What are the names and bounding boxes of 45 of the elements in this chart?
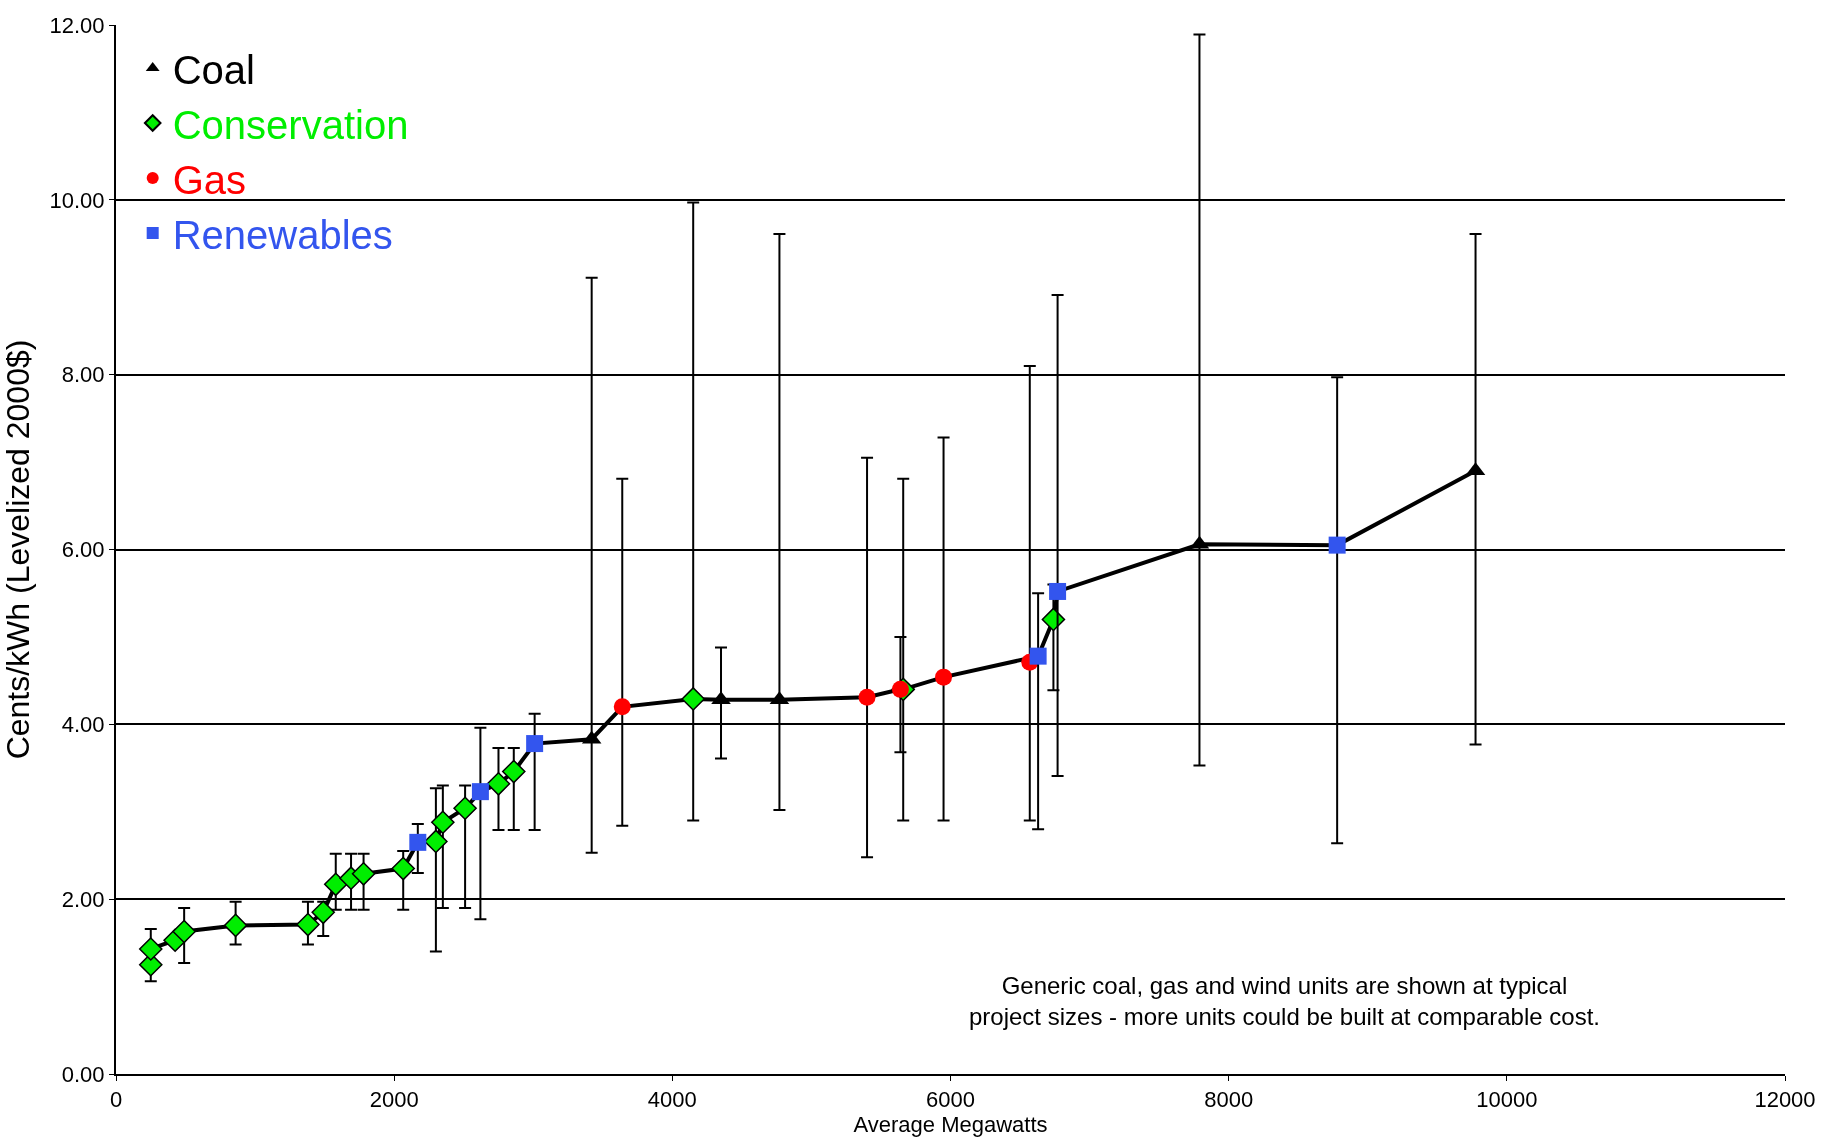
y-axis-title: Cents/kWh (Levelized 2000$) xyxy=(0,339,36,760)
x-tick-label: 0 xyxy=(109,1087,123,1113)
point xyxy=(501,759,526,784)
y-tick-label: 8.00 xyxy=(61,362,105,388)
point xyxy=(323,872,348,897)
point xyxy=(935,668,953,686)
y-tick-label: 4.00 xyxy=(61,712,105,738)
y-tick-label: 6.00 xyxy=(61,537,105,563)
x-tick-label: 2000 xyxy=(369,1087,419,1113)
point xyxy=(296,912,320,937)
point xyxy=(138,937,163,961)
y-tick-label: 12.00 xyxy=(49,12,105,38)
point xyxy=(351,862,376,886)
point xyxy=(1328,536,1346,554)
y-tick-label: 0.00 xyxy=(61,1061,105,1087)
point xyxy=(1029,647,1047,665)
point xyxy=(471,783,489,801)
point xyxy=(613,698,631,716)
point xyxy=(391,856,416,881)
annotation: Generic coal, gas and wind units are shown at typical project sizes - more units could be built at comparable cost. xyxy=(969,972,1600,1031)
point xyxy=(409,833,427,851)
x-tick-label: 10000 xyxy=(1476,1087,1538,1113)
point xyxy=(172,919,196,944)
point xyxy=(311,900,336,925)
point xyxy=(431,810,455,835)
x-tick-label: 8000 xyxy=(1204,1087,1254,1113)
x-axis-title: Average Megawatts xyxy=(853,1112,1048,1138)
point xyxy=(453,796,477,821)
x-tick-label: 4000 xyxy=(647,1087,697,1113)
legend-label: Coal xyxy=(172,47,255,92)
point xyxy=(711,691,731,705)
legend-label: Gas xyxy=(172,157,247,202)
point xyxy=(681,687,705,711)
x-tick-label: 12000 xyxy=(1754,1087,1816,1113)
point xyxy=(486,771,511,796)
legend-label: Conservation xyxy=(172,102,409,147)
point xyxy=(424,829,448,854)
legend-label: Renewables xyxy=(172,212,393,257)
point xyxy=(1049,582,1067,600)
point xyxy=(223,913,248,938)
point xyxy=(858,688,876,706)
x-tick-label: 6000 xyxy=(926,1087,975,1113)
y-tick-label: 10.00 xyxy=(49,187,105,213)
point xyxy=(526,735,544,753)
y-tick-label: 2.00 xyxy=(61,886,105,912)
